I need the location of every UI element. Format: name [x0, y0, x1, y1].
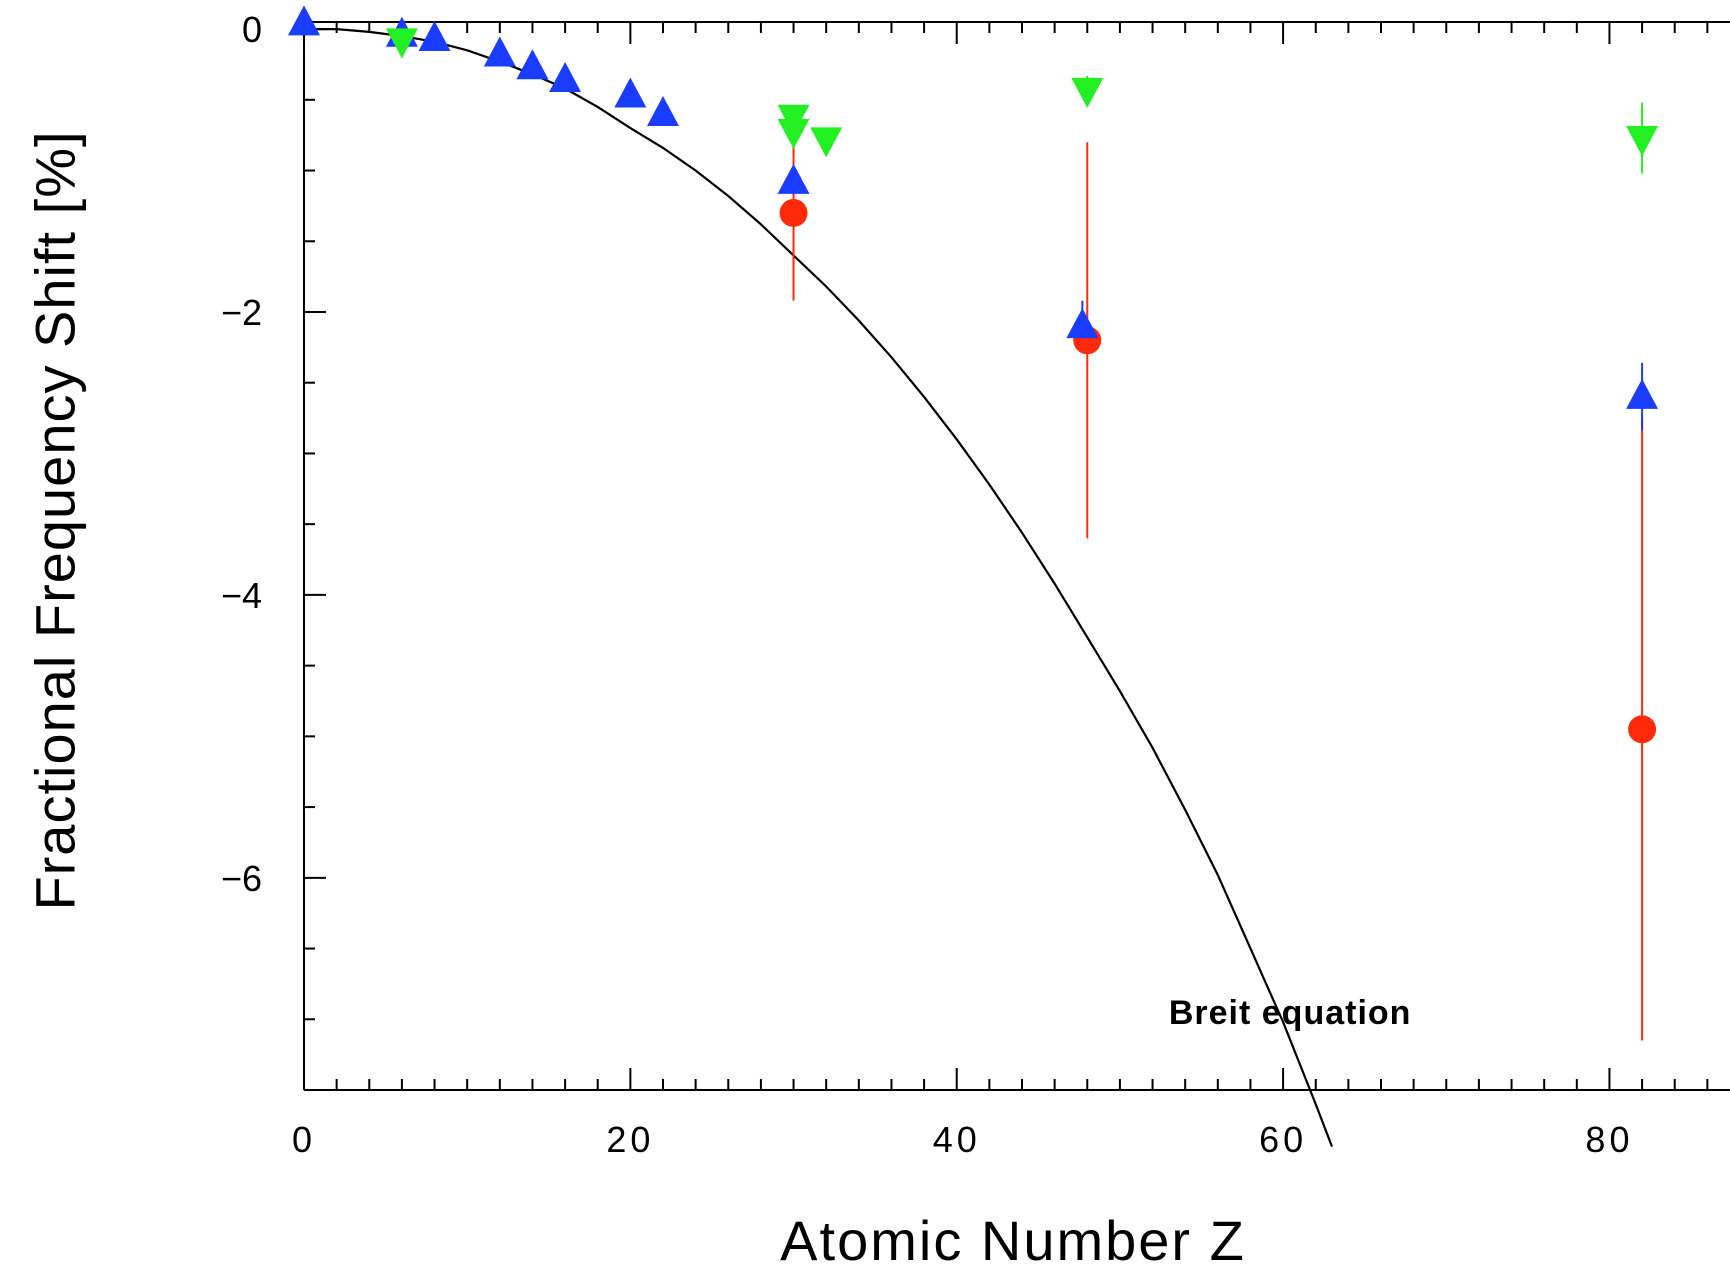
triangle-up-marker: [418, 20, 451, 51]
x-tick-label: 60: [1259, 1119, 1307, 1160]
triangle-up-marker: [549, 61, 582, 92]
triangle-down-marker: [777, 118, 810, 149]
tick-labels: 0 20 40 60 80 0 −2 −4 −6: [221, 9, 1633, 1160]
breit-equation-curve: [304, 28, 1334, 1147]
triangle-down-marker: [810, 127, 843, 158]
circle-marker: [779, 198, 808, 227]
y-tick-label: −4: [221, 575, 262, 616]
triangle-down-marker: [385, 28, 418, 59]
error-bars: [792, 75, 1644, 1041]
plot-axes: [303, 21, 1730, 1091]
triangle-up-marker: [647, 95, 679, 126]
triangle-up-marker: [288, 5, 320, 36]
y-tick-label: −2: [221, 292, 262, 333]
y-axis-label: Fractional Frequency Shift [%]: [23, 129, 87, 911]
x-tick-label: 80: [1585, 1119, 1633, 1160]
x-tick-label: 0: [292, 1119, 316, 1160]
breit-curve-group: [304, 28, 1334, 1147]
triangle-down-marker: [1626, 125, 1659, 156]
y-axis-label-container: Fractional Frequency Shift [%]: [0, 0, 110, 1040]
x-tick-label: 40: [933, 1119, 981, 1160]
triangle-up-marker: [483, 36, 516, 67]
triangle-down-marker: [1071, 77, 1104, 108]
y-tick-label: 0: [242, 9, 262, 50]
x-axis-label: Atomic Number Z: [780, 1209, 1246, 1272]
y-tick-label: −6: [221, 858, 262, 899]
x-tick-label: 20: [606, 1119, 654, 1160]
triangle-up-marker: [1066, 308, 1099, 339]
triangle-up-marker: [1626, 378, 1659, 409]
triangle-up-marker: [516, 49, 549, 80]
data-markers: [288, 5, 1659, 744]
breit-equation-annotation: Breit equation: [1169, 994, 1412, 1032]
circle-marker: [1628, 715, 1657, 744]
triangle-up-marker: [777, 163, 810, 194]
triangle-up-marker: [614, 77, 647, 108]
